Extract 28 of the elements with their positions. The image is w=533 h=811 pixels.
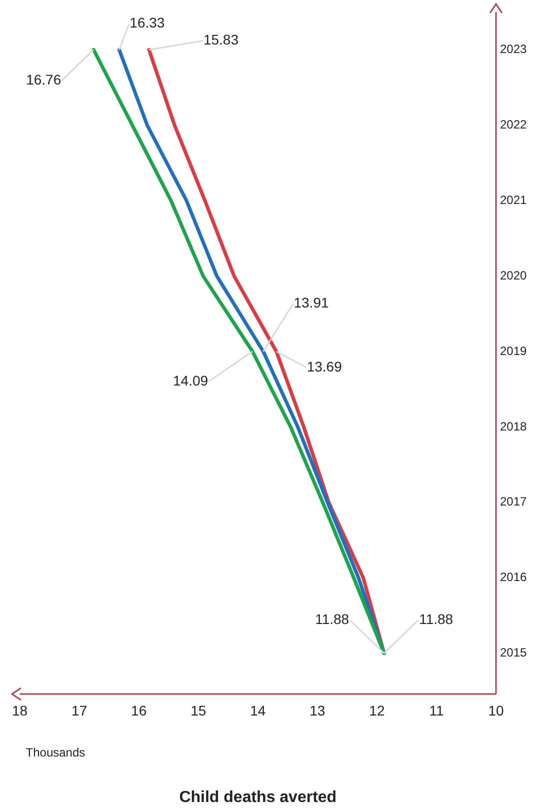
x-tick-label: 14: [250, 702, 266, 718]
data-label: 16.76: [26, 72, 62, 88]
x-tick-label: 15: [190, 702, 206, 718]
x-tick-label: 18: [12, 702, 28, 718]
y-tick-label: 2017: [500, 494, 528, 509]
y-tick-label: 2022: [500, 117, 528, 132]
data-label: 11.88: [419, 611, 454, 628]
x-tick-label: 12: [369, 702, 385, 718]
text: Thousands: [26, 745, 86, 760]
x-axis-title: Child deaths averted: [179, 788, 337, 806]
y-tick-label: 2016: [500, 570, 528, 584]
y-tick-label: 2021: [500, 192, 528, 207]
data-label: 14.09: [173, 372, 208, 388]
data-label: 11.88: [315, 611, 350, 628]
data-label: 13.91: [294, 294, 329, 310]
x-tick-label: 13: [310, 702, 326, 718]
y-tick-label: 2018: [500, 419, 528, 434]
x-tick-label: 17: [72, 702, 88, 718]
x-tick-label: 10: [488, 702, 504, 718]
y-tick-label: 2015: [500, 646, 528, 660]
data-label: 13.69: [306, 358, 342, 374]
y-tick-label: 2023: [500, 42, 528, 56]
x-tick-label: 16: [131, 702, 147, 718]
y-tick-label: 2020: [500, 268, 528, 282]
y-tick-label: 2019: [500, 344, 528, 358]
data-label: 16.33: [130, 14, 165, 31]
data-label: 15.83: [203, 32, 239, 48]
x-tick-label: 11: [429, 702, 444, 718]
